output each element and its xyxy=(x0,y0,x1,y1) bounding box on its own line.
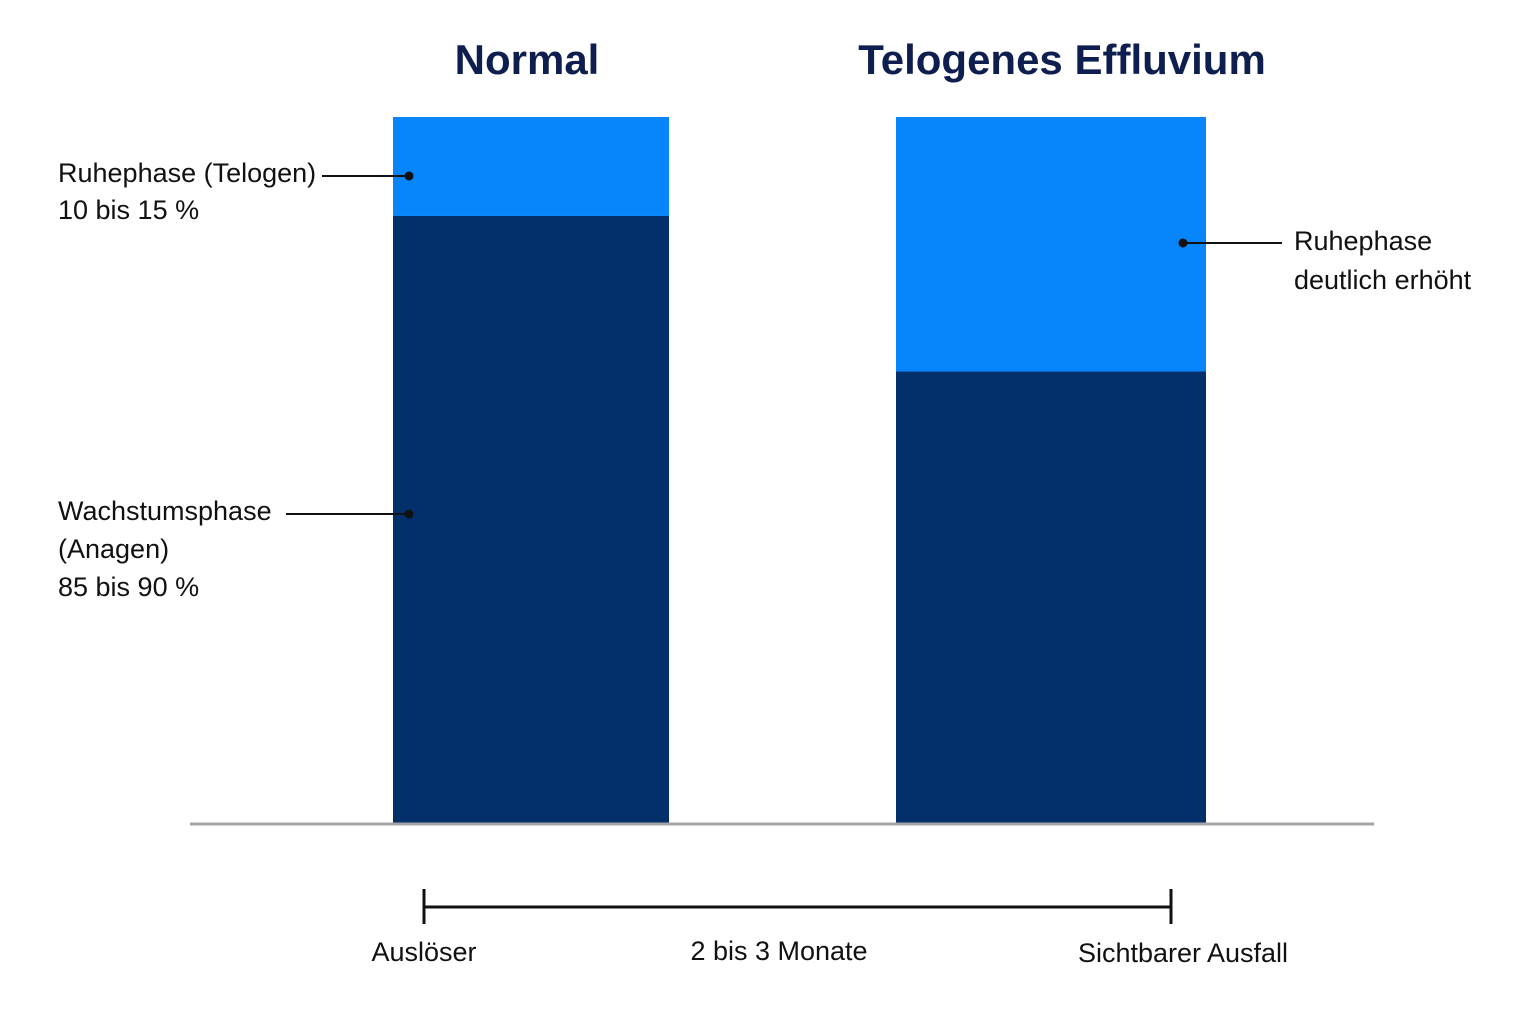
annotation-normal-telogen-line1: Ruhephase (Telogen) xyxy=(58,158,316,188)
annotation-normal-telogen-dot xyxy=(404,171,414,181)
timeline: Auslöser 2 bis 3 Monate Sichtbarer Ausfa… xyxy=(371,889,1288,968)
category-title-normal: Normal xyxy=(455,36,600,83)
annotation-effluvium-telogen-line1: Ruhephase xyxy=(1294,226,1432,256)
annotation-normal-anagen-line3: 85 bis 90 % xyxy=(58,572,199,602)
timeline-duration-label: 2 bis 3 Monate xyxy=(690,936,867,966)
annotation-effluvium-telogen-line2: deutlich erhöht xyxy=(1294,265,1472,295)
annotation-normal-telogen: Ruhephase (Telogen) 10 bis 15 % xyxy=(58,158,414,225)
annotation-normal-anagen-line2: (Anagen) xyxy=(58,534,169,564)
annotation-normal-telogen-line2: 10 bis 15 % xyxy=(58,195,199,225)
bar-normal-telogen xyxy=(393,117,669,216)
bar-effluvium-telogen xyxy=(896,117,1206,372)
annotation-effluvium-telogen-dot xyxy=(1178,238,1188,248)
annotation-normal-anagen: Wachstumsphase (Anagen) 85 bis 90 % xyxy=(58,496,414,602)
annotation-effluvium-telogen: Ruhephase deutlich erhöht xyxy=(1178,226,1472,295)
bar-effluvium-anagen xyxy=(896,371,1206,824)
annotation-normal-anagen-dot xyxy=(404,509,414,519)
timeline-end-label: Sichtbarer Ausfall xyxy=(1078,938,1288,968)
bar-normal-anagen xyxy=(393,215,669,825)
annotation-normal-anagen-line1: Wachstumsphase xyxy=(58,496,272,526)
timeline-start-label: Auslöser xyxy=(371,937,476,967)
category-title-telogenes-effluvium: Telogenes Effluvium xyxy=(858,36,1266,83)
